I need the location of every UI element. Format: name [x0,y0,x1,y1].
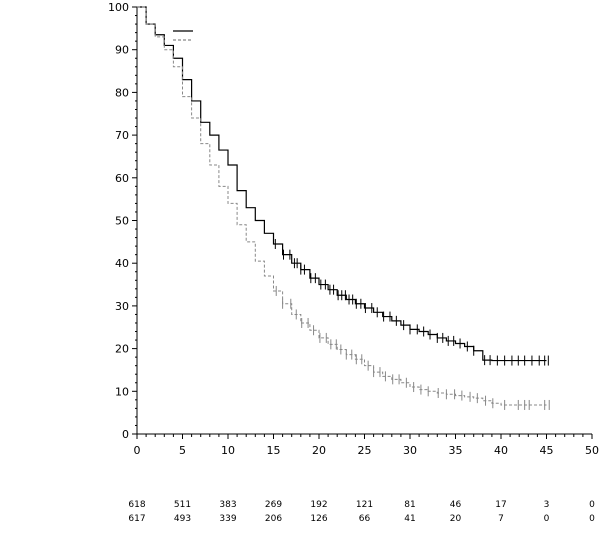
y-tick-label: 60 [115,172,129,185]
at-risk-table: 618 511 383 269 192 121 81 46 17 3 0 617 493 339 206 12… [128,500,595,524]
at-risk-count: 126 [310,514,327,524]
x-tick-label: 30 [403,444,417,457]
y-tick-label: 20 [115,343,129,356]
at-risk-count: 66 [359,514,371,524]
at-risk-count: 493 [174,514,191,524]
at-risk-count: 0 [544,514,550,524]
x-tick-label: 10 [221,444,235,457]
axes: 0 10 20 30 40 50 60 70 80 90 100 0 5 10 15 20 25 30 35 40 45… [108,1,599,457]
at-risk-count: 46 [450,500,462,510]
x-tick-label: 35 [449,444,463,457]
y-tick-label: 80 [115,86,129,99]
at-risk-count: 511 [174,500,191,510]
at-risk-count: 269 [265,500,282,510]
y-tick-label: 10 [115,385,129,398]
y-tick-label: 100 [108,1,129,14]
y-tick-label: 0 [122,428,129,441]
at-risk-count: 339 [219,514,236,524]
x-tick-label: 45 [540,444,554,457]
at-risk-count: 121 [356,500,373,510]
x-tick-label: 15 [267,444,281,457]
at-risk-count: 192 [310,500,327,510]
x-tick-label: 40 [494,444,508,457]
at-risk-count: 81 [404,500,415,510]
y-tick-label: 40 [115,257,129,270]
x-tick-label: 0 [134,444,141,457]
at-risk-count: 618 [128,500,145,510]
x-tick-label: 20 [312,444,326,457]
at-risk-count: 0 [589,514,595,524]
y-tick-label: 30 [115,300,129,313]
y-tick-label: 50 [115,215,129,228]
at-risk-count: 206 [265,514,282,524]
x-tick-label: 50 [585,444,599,457]
at-risk-count: 41 [404,514,415,524]
series-layer [137,6,550,410]
at-risk-count: 0 [589,500,595,510]
y-tick-label: 70 [115,129,129,142]
x-tick-label: 5 [179,444,186,457]
x-tick-label: 25 [358,444,372,457]
at-risk-count: 617 [128,514,145,524]
at-risk-count: 3 [544,500,550,510]
at-risk-count: 20 [450,514,462,524]
y-tick-label: 90 [115,44,129,57]
at-risk-count: 17 [495,500,506,510]
legend [173,30,193,41]
at-risk-count: 7 [498,514,504,524]
at-risk-count: 383 [219,500,236,510]
